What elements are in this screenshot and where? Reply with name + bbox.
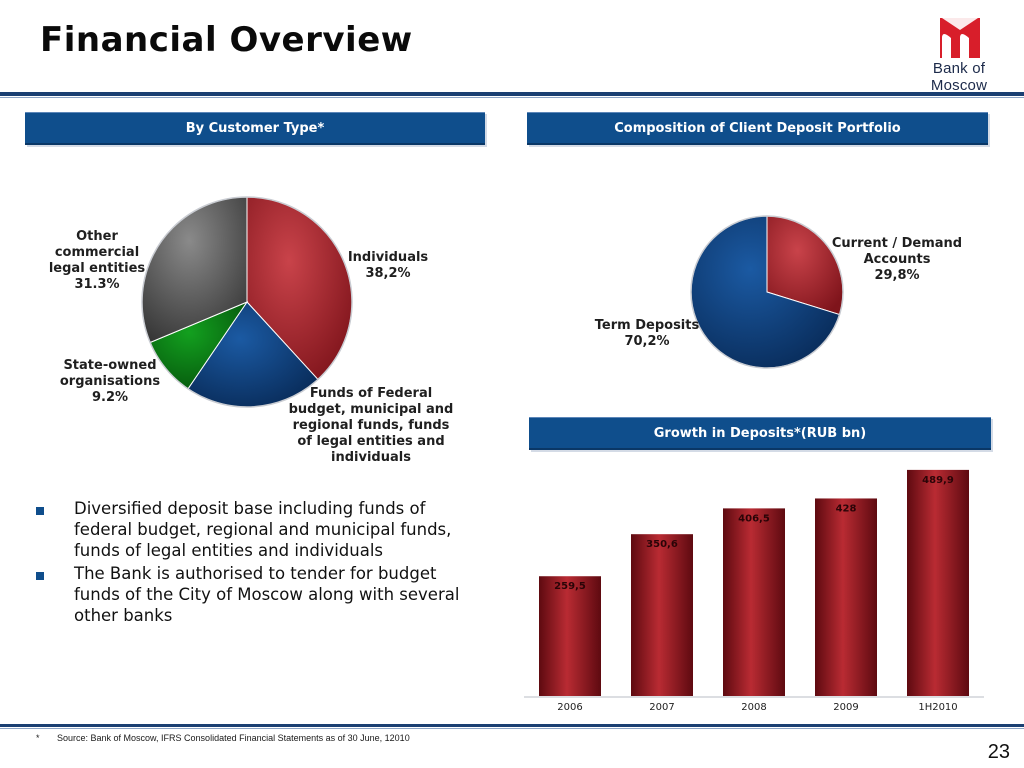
page-title: Financial Overview [40,20,413,60]
banner-deposit-portfolio: Composition of Client Deposit Portfolio [527,112,988,145]
label-term-value: 70,2% [624,334,670,349]
pie-deposit-portfolio [690,215,844,369]
label-other: Other commercial legal entities 31.3% [42,229,152,293]
logo-text: Bank of Moscow [930,60,988,94]
label-state-owned: State-owned organisations 9.2% [50,358,170,406]
label-other-value: 31.3% [74,277,120,292]
header-rule-thin [0,97,1024,98]
label-individuals: Individuals 38,2% [330,250,446,282]
footer-rule [0,724,1024,727]
bank-logo-mark-icon [940,18,980,58]
label-state-owned-line2: organisations [59,374,161,389]
x-tick-label: 2007 [649,702,674,713]
label-state-owned-value: 9.2% [91,390,129,405]
bar-2009 [815,498,877,696]
label-current-line2: Accounts [863,252,931,267]
bar-2006 [539,576,601,696]
bar-2008 [723,508,785,696]
label-other-line3: legal entities [48,261,146,276]
footnote-marker: * [36,733,40,743]
bar-value-label: 489,9 [922,475,954,486]
bullet-square-icon [36,572,44,580]
banner-customer-type: By Customer Type* [25,112,485,145]
label-current-value: 29,8% [874,268,920,283]
pie-customer-type [141,196,353,408]
x-tick-label: 2009 [833,702,858,713]
label-individuals-value: 38,2% [365,266,411,281]
label-state-owned-line1: State-owned [63,358,157,373]
label-funds-line5: individuals [331,450,411,465]
bullet-text: Diversified deposit base including funds… [74,499,452,560]
label-funds-line4: of legal entities and [297,434,445,449]
label-current-line1: Current / Demand [831,236,963,251]
label-other-line1: Other [76,229,118,244]
page-number: 23 [987,741,1010,763]
banner-growth: Growth in Deposits*(RUB bn) [529,417,991,450]
bullet-list: Diversified deposit base including funds… [36,498,486,628]
x-tick-label: 2006 [557,702,582,713]
label-other-line2: commercial [54,245,140,260]
bar-value-label: 428 [836,503,857,514]
bar-2007 [631,534,693,696]
x-tick-label: 1H2010 [918,702,957,713]
footer-rule-thin [0,728,1024,729]
label-funds-line1: Funds of Federal [309,386,433,401]
bar-value-label: 259,5 [554,581,586,592]
bar-value-label: 406,5 [738,513,770,524]
label-current-demand: Current / Demand Accounts 29,8% [822,236,972,284]
bank-logo: Bank of Moscow [905,16,1015,94]
label-funds-line3: regional funds, funds [292,418,450,433]
label-funds-line2: budget, municipal and [288,402,454,417]
label-individuals-name: Individuals [347,250,429,265]
bar-value-label: 350,6 [646,539,678,550]
x-tick-label: 2008 [741,702,766,713]
pie-outline [141,196,353,408]
footnote-text: Source: Bank of Moscow, IFRS Consolidate… [57,733,410,743]
bullet-text: The Bank is authorised to tender for bud… [74,564,460,625]
label-term-line1: Term Deposits [594,318,700,333]
header-rule [0,92,1024,96]
label-funds: Funds of Federal budget, municipal and r… [283,386,459,466]
bar-1H2010 [907,469,969,696]
bullet-square-icon [36,507,44,515]
label-term-deposits: Term Deposits 70,2% [586,318,708,350]
bullet-item: The Bank is authorised to tender for bud… [36,563,486,626]
pie-outline [690,215,844,369]
bullet-item: Diversified deposit base including funds… [36,498,486,561]
bar-chart-growth: 259,5 2006 350,6 2007 406,5 2008 428 2009 489,9 1… [524,469,984,713]
